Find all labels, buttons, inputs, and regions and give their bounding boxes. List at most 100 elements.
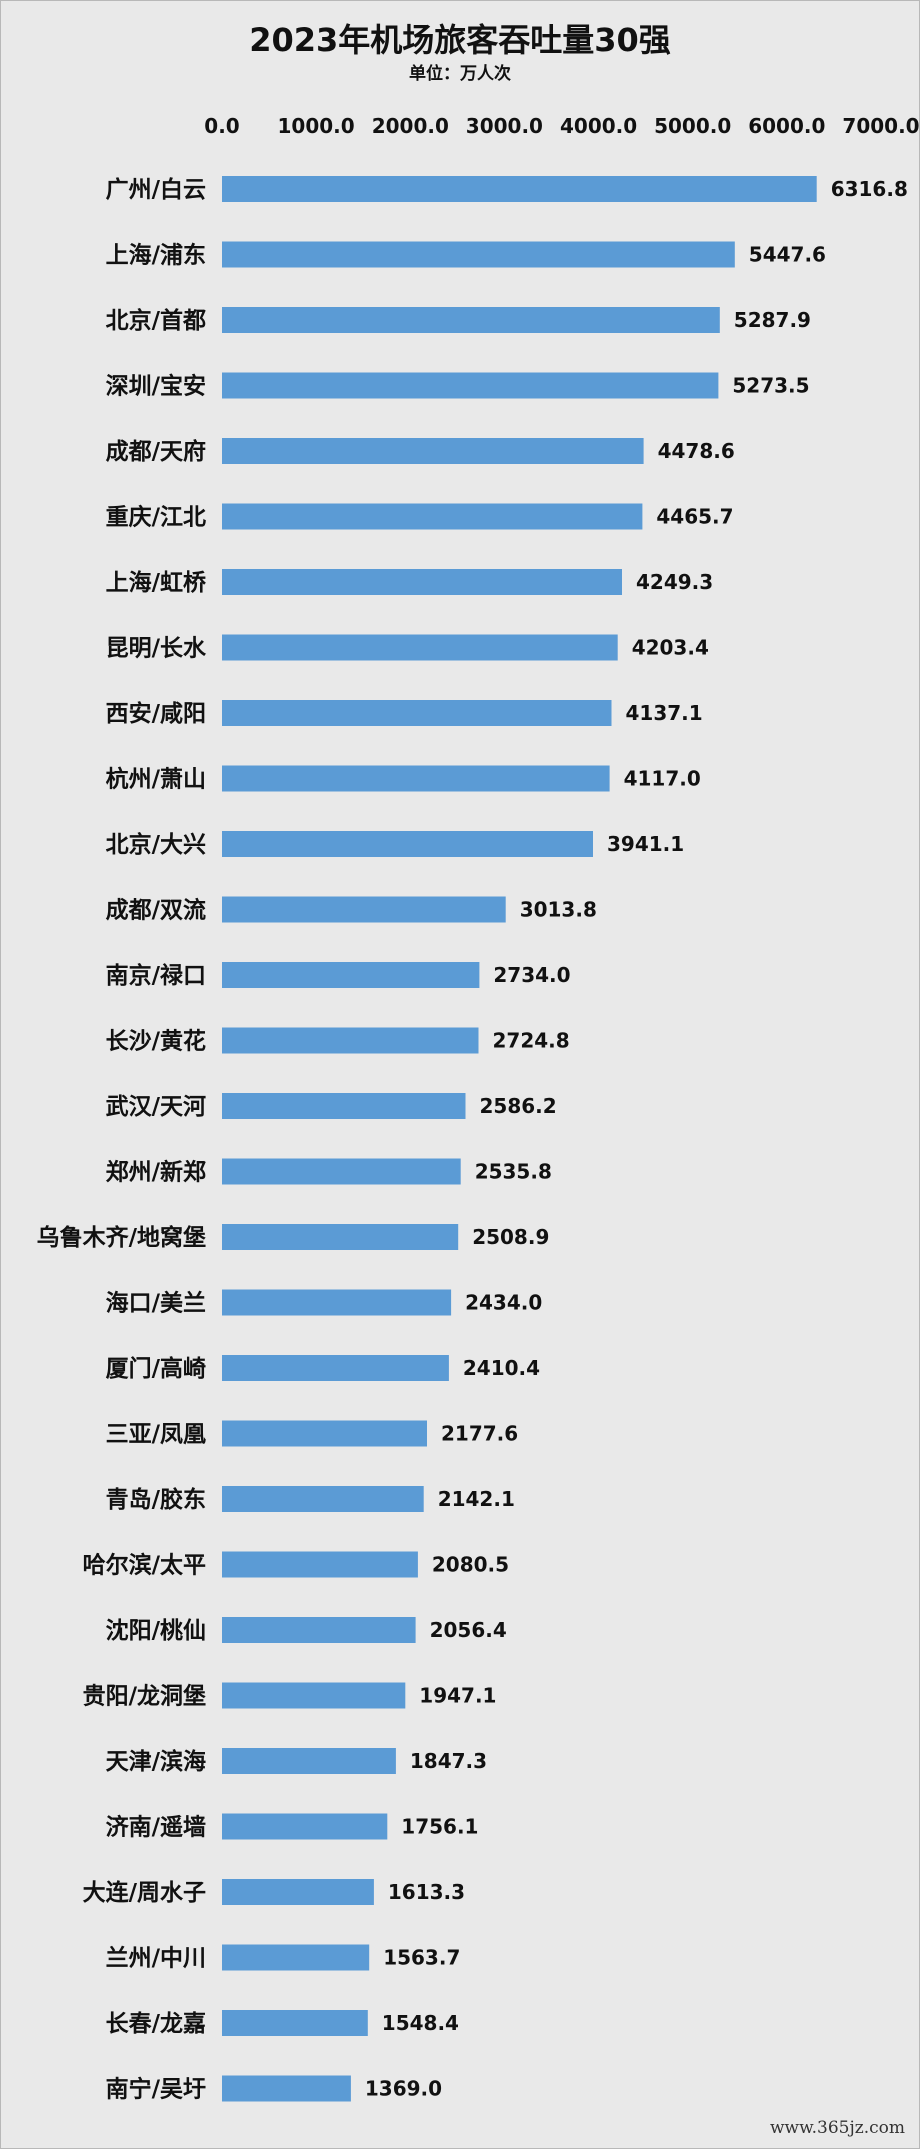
bar	[222, 1420, 427, 1447]
category-label: 广州/白云	[106, 176, 206, 203]
data-label: 2586.2	[480, 1094, 557, 1118]
data-label: 1548.4	[382, 2011, 459, 2035]
category-label: 贵阳/龙洞堡	[83, 1683, 206, 1710]
bar	[222, 2010, 368, 2036]
category-label: 成都/天府	[106, 438, 206, 465]
category-label: 大连/周水子	[83, 1879, 206, 1906]
category-label: 天津/滨海	[106, 1748, 206, 1775]
bar	[222, 569, 622, 595]
bar	[222, 1093, 466, 1119]
data-label: 5447.6	[749, 243, 826, 267]
data-label: 5273.5	[732, 374, 809, 398]
chart-title: 2023年机场旅客吞吐量30强	[249, 21, 671, 59]
data-label: 4249.3	[636, 570, 713, 594]
data-label: 2724.8	[493, 1029, 570, 1053]
data-label: 4117.0	[624, 767, 701, 791]
bar	[222, 962, 480, 988]
data-label: 2080.5	[432, 1553, 509, 1577]
category-label: 上海/虹桥	[106, 569, 207, 596]
category-label: 北京/首都	[106, 307, 206, 334]
chart-subtitle: 单位：万人次	[409, 63, 511, 84]
bar	[222, 1748, 396, 1774]
data-label: 4203.4	[632, 636, 709, 660]
category-label: 武汉/天河	[106, 1094, 206, 1120]
data-label: 4465.7	[656, 505, 733, 529]
data-label: 2142.1	[438, 1487, 515, 1511]
category-label: 南京/禄口	[106, 962, 206, 989]
x-tick-label: 0.0	[204, 114, 239, 138]
data-label: 5287.9	[734, 308, 811, 332]
data-label: 1563.7	[383, 1946, 460, 1970]
x-tick-label: 4000.0	[560, 114, 637, 138]
category-label: 乌鲁木齐/地窝堡	[37, 1224, 206, 1251]
bar	[222, 634, 618, 661]
bar	[222, 241, 735, 268]
x-axis-ticks: 0.0 1000.0 2000.0 3000.0 4000.0 5000.0 6000.0 7…	[204, 114, 919, 138]
x-tick-label: 2000.0	[372, 114, 449, 138]
bar	[222, 2075, 351, 2102]
category-label: 兰州/中川	[106, 1945, 206, 1972]
category-label: 南宁/吴圩	[106, 2076, 206, 2103]
data-label: 2434.0	[465, 1291, 542, 1315]
category-label: 北京/大兴	[106, 831, 206, 858]
data-label: 3013.8	[520, 898, 597, 922]
bar	[222, 1944, 370, 1971]
data-label: 2535.8	[475, 1160, 552, 1184]
category-label: 上海/浦东	[106, 242, 206, 269]
data-label: 1756.1	[401, 1815, 478, 1839]
bar	[222, 176, 817, 202]
bar	[222, 1551, 418, 1578]
category-label: 海口/美兰	[106, 1290, 206, 1317]
data-label: 1613.3	[388, 1880, 465, 1904]
data-label: 1947.1	[419, 1684, 496, 1708]
category-label: 哈尔滨/太平	[83, 1552, 206, 1579]
category-label: 杭州/萧山	[106, 766, 206, 793]
category-label: 深圳/宝安	[106, 373, 206, 400]
bar	[222, 765, 610, 792]
category-label: 三亚/凤凰	[106, 1422, 206, 1448]
bar	[222, 307, 720, 333]
category-label: 重庆/江北	[106, 504, 206, 531]
category-label: 长春/龙嘉	[106, 2011, 206, 2037]
category-label: 沈阳/桃仙	[106, 1617, 206, 1644]
data-label: 3941.1	[607, 832, 684, 856]
bar	[222, 1224, 459, 1250]
x-tick-label: 3000.0	[466, 114, 543, 138]
x-tick-label: 7000.0	[842, 114, 919, 138]
x-tick-label: 5000.0	[654, 114, 731, 138]
bar	[222, 1617, 416, 1643]
bars: 广州/白云 6316.8 上海/浦东 5447.6 北京/首都 5287.9 深圳/宝安 52…	[37, 176, 908, 2103]
data-label: 1847.3	[410, 1749, 487, 1773]
bar	[222, 372, 719, 399]
category-label: 青岛/胶东	[106, 1486, 206, 1513]
bar	[222, 700, 612, 726]
bar	[222, 1813, 388, 1840]
x-tick-label: 6000.0	[748, 114, 825, 138]
bar	[222, 831, 593, 857]
data-label: 2734.0	[493, 963, 570, 987]
bar	[222, 503, 643, 530]
bar	[222, 1486, 424, 1512]
data-label: 2410.4	[463, 1356, 540, 1380]
data-label: 6316.8	[831, 177, 908, 201]
data-label: 1369.0	[365, 2077, 442, 2101]
watermark: www.365jz.com	[770, 2118, 905, 2138]
data-label: 2508.9	[472, 1225, 549, 1249]
category-label: 厦门/高崎	[106, 1355, 206, 1382]
category-label: 郑州/新郑	[106, 1159, 206, 1186]
bar	[222, 438, 644, 464]
category-label: 昆明/长水	[106, 636, 207, 662]
bar	[222, 1158, 461, 1185]
bar	[222, 1289, 452, 1316]
category-label: 成都/双流	[106, 897, 206, 924]
category-label: 长沙/黄花	[106, 1029, 206, 1055]
data-label: 4137.1	[626, 701, 703, 725]
bar	[222, 1355, 449, 1381]
x-tick-label: 1000.0	[278, 114, 355, 138]
data-label: 2056.4	[430, 1618, 507, 1642]
bar	[222, 1879, 374, 1905]
bar	[222, 1682, 406, 1709]
data-label: 2177.6	[441, 1422, 518, 1446]
